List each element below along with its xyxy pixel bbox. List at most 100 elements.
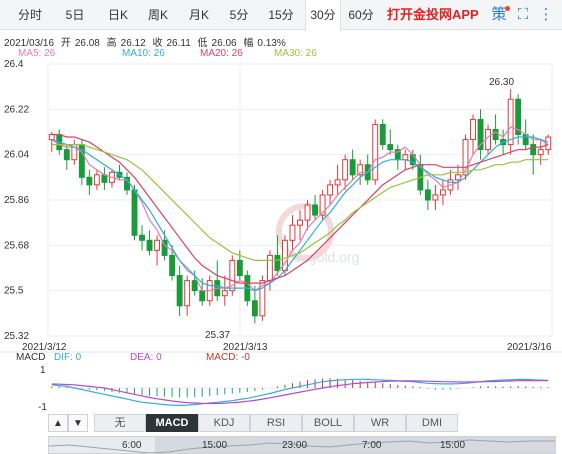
fullscreen-icon[interactable]: ⛶ <box>517 6 529 23</box>
open-app-link[interactable]: 打开金投网APP <box>387 7 479 22</box>
candle <box>372 119 379 185</box>
indicator-tab-macd[interactable]: MACD <box>146 414 198 432</box>
tab-60min[interactable]: 60分 <box>348 8 374 22</box>
candle-body <box>176 275 183 307</box>
candle-body <box>63 149 70 161</box>
candle <box>319 189 326 221</box>
candle-body <box>93 174 100 186</box>
tab-daily-k[interactable]: 日K <box>107 8 128 22</box>
candle <box>176 265 183 316</box>
candle-body <box>131 189 138 236</box>
candle-body <box>357 164 364 176</box>
indicator-tab-kdj[interactable]: KDJ <box>198 414 250 432</box>
candle <box>184 275 191 316</box>
candle <box>312 194 318 221</box>
candle <box>304 200 311 231</box>
candle-body <box>191 280 198 292</box>
indicator-tab-dmi[interactable]: DMI <box>406 414 458 432</box>
macd-axis-bottom: -1 <box>38 402 47 413</box>
candle <box>71 139 78 165</box>
candle <box>537 139 544 165</box>
candle <box>139 225 145 251</box>
tab-30min[interactable]: 30分 <box>305 0 341 31</box>
candle-body <box>48 134 55 141</box>
ma30-line <box>51 144 549 261</box>
candle <box>379 119 386 150</box>
tab-5min[interactable]: 5分 <box>229 8 249 22</box>
candle-body <box>432 194 439 201</box>
candle <box>124 172 130 195</box>
candle-body <box>402 154 409 161</box>
candle-body <box>537 149 544 156</box>
candle-body <box>86 176 93 186</box>
info-close-label: 收 <box>152 38 163 49</box>
tab-fenshi[interactable]: 分时 <box>17 8 42 22</box>
candle-body <box>372 123 379 181</box>
macd-legend-dea: DEA: 0 <box>130 352 162 363</box>
candle <box>274 235 281 276</box>
candle <box>342 154 349 190</box>
candle-body <box>327 184 334 196</box>
candle <box>86 169 93 195</box>
candle-body <box>199 290 206 302</box>
date-label-3: 2021/3/16 <box>507 342 552 353</box>
candle <box>327 179 334 206</box>
date-label-2: 2021/3/13 <box>223 342 268 353</box>
time-navigator[interactable]: 6:00 15:00 23:00 7:00 15:00 <box>0 434 562 454</box>
candle-body <box>349 159 356 176</box>
scroll-down-button[interactable]: ▼ <box>68 414 88 432</box>
candle <box>63 144 70 170</box>
ma5-legend: MA5: 26 <box>18 48 56 59</box>
candle <box>417 154 424 195</box>
candle <box>108 169 115 188</box>
candle-body <box>251 300 258 317</box>
price-chart[interactable]: cngold.org 26.4 26.22 26.04 25.86 25.68 25.5 2… <box>0 0 562 412</box>
navigator-sparkline <box>49 439 555 453</box>
candle-body <box>379 123 386 146</box>
candle-body <box>492 128 499 141</box>
candle-body <box>139 234 145 241</box>
indicator-tab-wr[interactable]: WR <box>354 414 406 432</box>
tab-weekly-k[interactable]: 周K <box>147 8 168 22</box>
candle-body <box>515 98 522 136</box>
scroll-up-button[interactable]: ▲ <box>48 414 68 432</box>
info-date: 2021/03/16 <box>4 38 55 49</box>
candle-body <box>439 189 446 196</box>
candle <box>221 275 228 306</box>
candle <box>492 114 499 145</box>
indicator-tab-rsi[interactable]: RSI <box>250 414 302 432</box>
candle-body <box>334 179 341 186</box>
tab-monthly-k[interactable]: 月K <box>188 8 209 22</box>
candle-body <box>530 144 537 156</box>
macd-legend-dif: DIF: 0 <box>54 352 82 363</box>
candle <box>477 109 484 160</box>
macd-legend-title: MACD <box>16 352 46 363</box>
candle <box>334 164 341 195</box>
navigator-time-1: 6:00 <box>122 440 142 451</box>
candle <box>515 94 522 145</box>
candle <box>282 235 288 276</box>
info-low-label: 低 <box>197 38 208 49</box>
ma20-legend: MA20: 26 <box>200 48 243 59</box>
candle-body <box>154 239 161 251</box>
candle <box>229 255 236 296</box>
info-open-label: 开 <box>60 38 71 49</box>
indicator-tab-boll[interactable]: BOLL <box>302 414 354 432</box>
candle-body <box>477 118 484 151</box>
price-axis-label: 26.22 <box>4 104 29 115</box>
candle-body <box>229 259 236 292</box>
candle-body <box>221 290 228 297</box>
tab-15min[interactable]: 15分 <box>268 8 294 22</box>
strategy-icon[interactable]: 策 <box>491 6 507 23</box>
candle <box>387 129 394 155</box>
info-close: 26.11 <box>166 38 191 49</box>
indicator-tab-none[interactable]: 无 <box>94 414 146 432</box>
candle-body <box>259 280 266 317</box>
candle <box>432 184 439 211</box>
tab-5day[interactable]: 5日 <box>65 8 85 22</box>
price-axis-label: 25.68 <box>4 240 29 251</box>
candle <box>251 285 258 324</box>
watermark-text: cngold.org <box>294 249 359 265</box>
info-amp-label: 幅 <box>243 38 254 49</box>
more-icon[interactable]: ⋮ <box>538 6 554 23</box>
